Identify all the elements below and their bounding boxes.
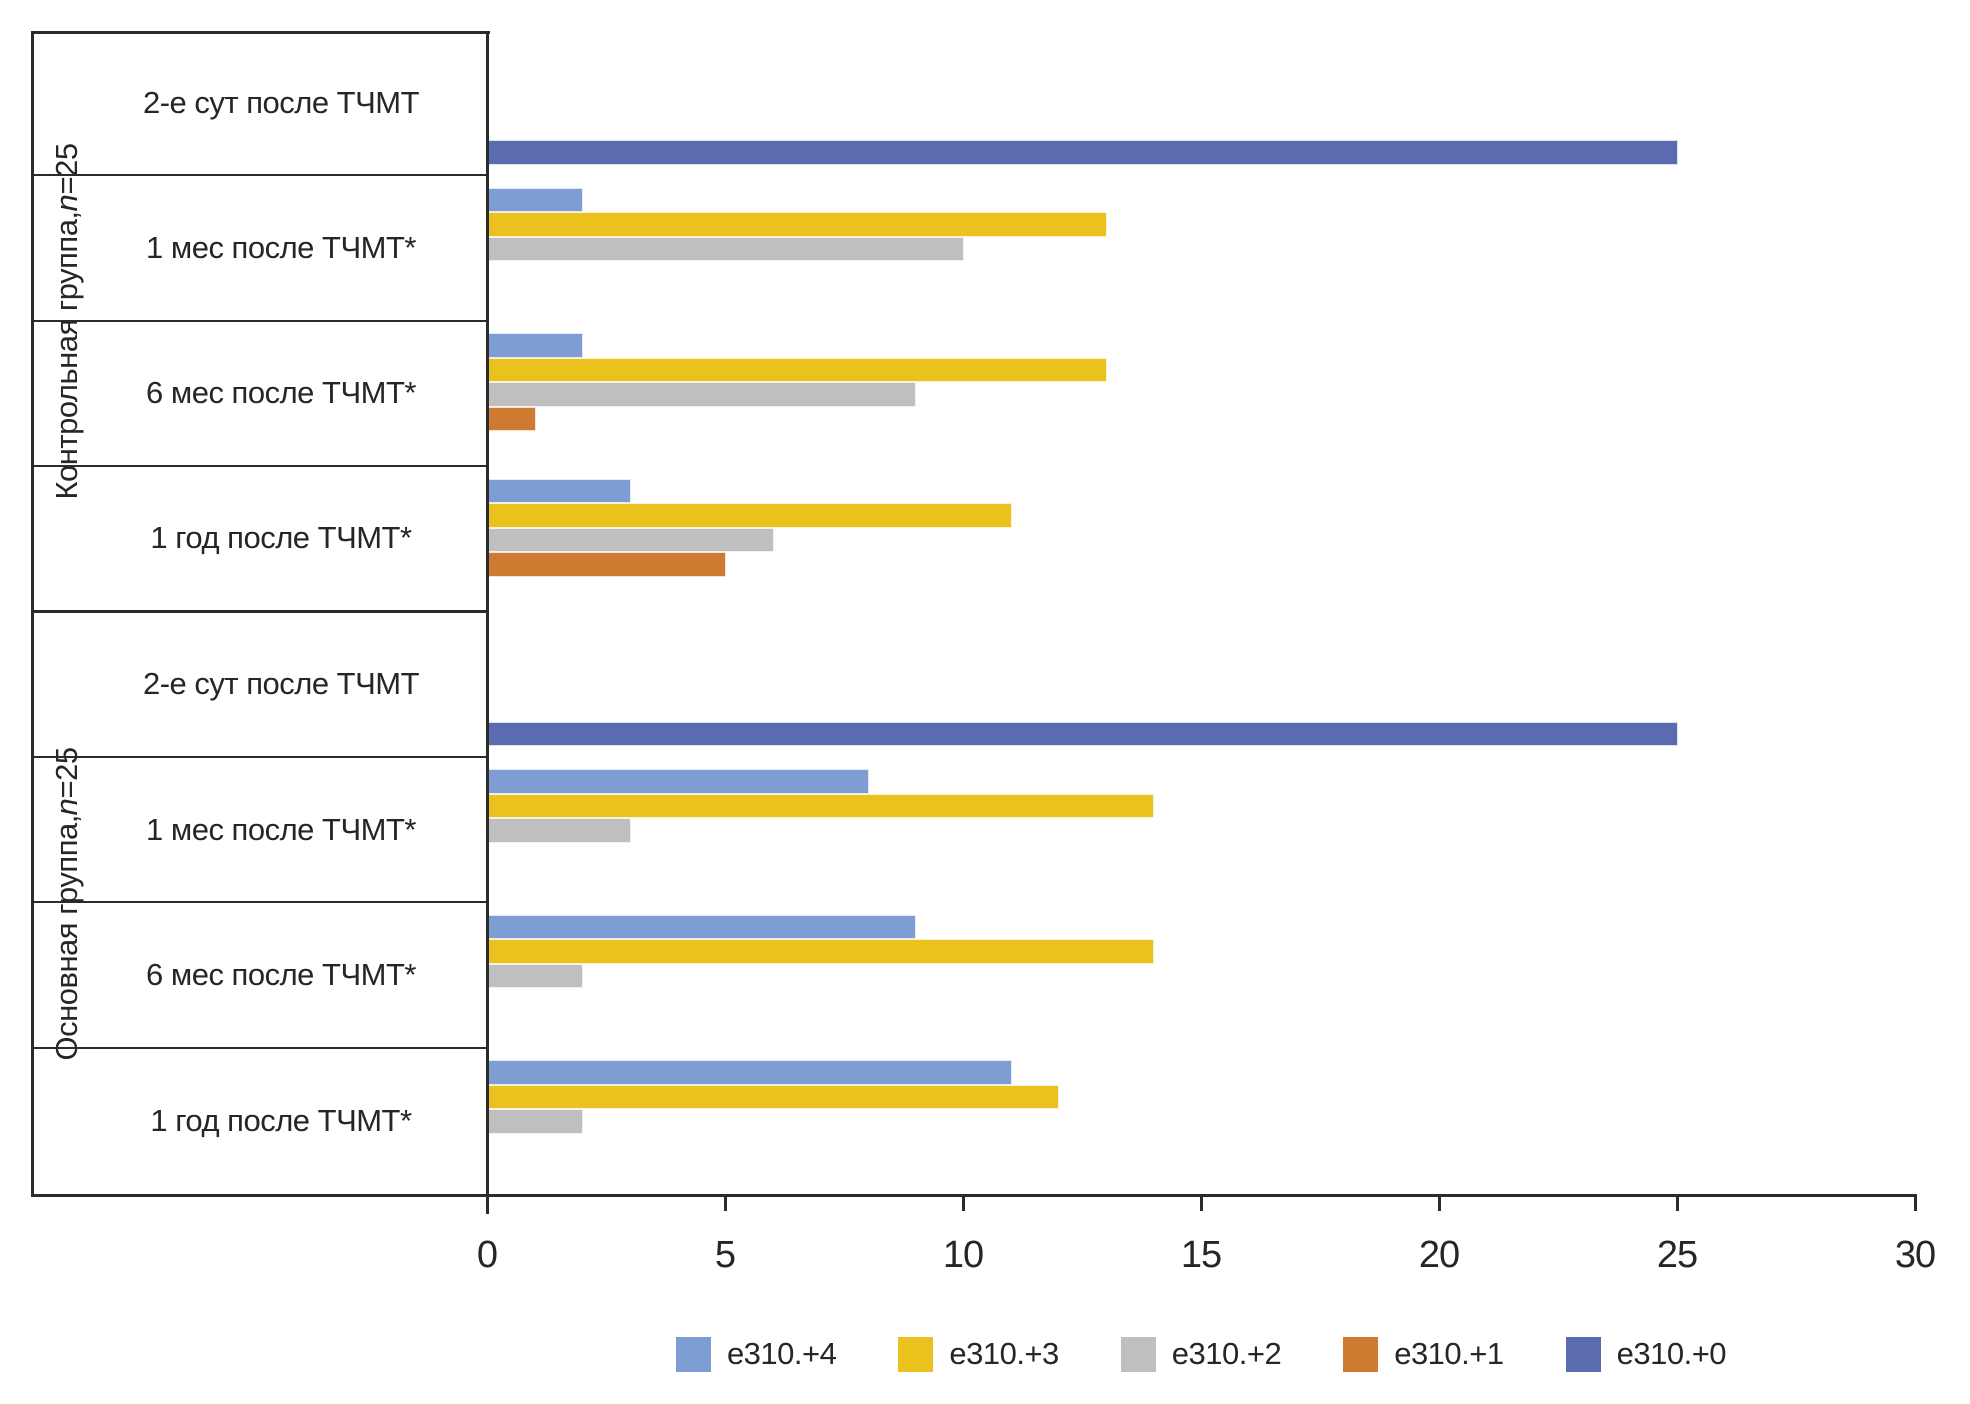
bar-e310.+0 [488,721,1678,747]
bar-e310.+4 [488,914,917,940]
x-tick-label: 15 [1180,1234,1222,1276]
bar-e310.+3 [488,503,1012,528]
x-axis-tick [961,1194,965,1211]
category-row: 1 год после ТЧМТ* [31,467,487,613]
x-axis-tick [723,1194,727,1211]
category-label: 1 мес после ТЧМТ* [146,230,416,266]
bar-e310.+4 [488,478,631,504]
x-tick-label: 5 [714,1234,736,1276]
category-label: 1 мес после ТЧМТ* [146,811,416,847]
bar-e310.+4 [488,769,869,794]
category-row: 1 мес после ТЧМТ* [31,758,487,904]
x-axis-tick [1199,1194,1203,1211]
bar-e310.+3 [488,212,1107,237]
bar-e310.+0 [488,140,1678,165]
x-tick-label: 10 [942,1234,984,1276]
legend-label: e310.+0 [1616,1336,1727,1371]
x-axis-line [31,1194,1917,1197]
category-label: 1 год после ТЧМТ* [150,1103,412,1139]
bar-e310.+3 [488,939,1155,964]
x-axis-tick [1675,1194,1679,1211]
x-axis-tick [1437,1194,1441,1211]
legend-item: e310.+0 [1565,1336,1727,1372]
x-tick-label: 20 [1418,1234,1460,1276]
chart-legend: e310.+4 e310.+3 e310.+2 e310.+1 e310.+0 [487,1336,1915,1372]
category-row: 1 мес после ТЧМТ* [31,176,487,322]
label-area-top-border [31,31,490,34]
bar-e310.+3 [488,357,1107,383]
x-tick-label: 0 [476,1234,498,1276]
bar-e310.+2 [488,1109,584,1134]
bar-e310.+1 [488,406,536,432]
legend-label: e310.+2 [1171,1336,1282,1371]
category-label: 1 год после ТЧМТ* [150,520,412,556]
legend-swatch-e310.+2 [1120,1336,1156,1372]
legend-label: e310.+1 [1394,1336,1504,1371]
x-tick-label: 25 [1656,1234,1698,1276]
bar-e310.+4 [488,1060,1012,1085]
x-axis-tick [1913,1194,1917,1211]
legend-swatch-e310.+1 [1343,1336,1379,1372]
bar-e310.+2 [488,527,774,553]
category-label: 6 мес после ТЧМТ* [146,375,416,411]
x-axis-tick [485,1194,489,1211]
legend-item: e310.+2 [1120,1336,1282,1372]
legend-swatch-e310.+3 [898,1336,934,1372]
legend-label: e310.+4 [726,1336,837,1371]
bar-e310.+2 [488,818,631,843]
bar-e310.+3 [488,1084,1060,1110]
category-row: 6 мес после ТЧМТ* [31,903,487,1049]
y-axis-line [485,31,489,1214]
category-row: 6 мес после ТЧМТ* [31,322,487,468]
bar-e310.+2 [488,382,917,407]
category-row: 2-е сут после ТЧМТ [31,31,487,177]
bar-e310.+4 [488,187,584,213]
bar-e310.+2 [488,963,584,989]
category-label: 2-е сут после ТЧМТ [142,666,420,702]
legend-label: e310.+3 [949,1336,1059,1371]
bar-e310.+4 [488,333,584,358]
x-tick-label: 30 [1894,1234,1936,1276]
legend-item: e310.+1 [1343,1336,1504,1372]
legend-item: e310.+3 [898,1336,1059,1372]
category-row: 2-е сут после ТЧМТ [31,613,487,758]
legend-item: e310.+4 [675,1336,837,1372]
category-row: 1 год после ТЧМТ* [31,1049,487,1194]
legend-swatch-e310.+0 [1565,1336,1601,1372]
label-area-left-border [31,31,34,1197]
bar-e310.+3 [488,793,1155,819]
category-label: 2-е сут после ТЧМТ [142,84,420,120]
bar-e310.+1 [488,552,726,577]
bar-e310.+2 [488,236,964,262]
category-label: 6 мес после ТЧМТ* [146,956,416,992]
legend-swatch-e310.+4 [675,1336,711,1372]
